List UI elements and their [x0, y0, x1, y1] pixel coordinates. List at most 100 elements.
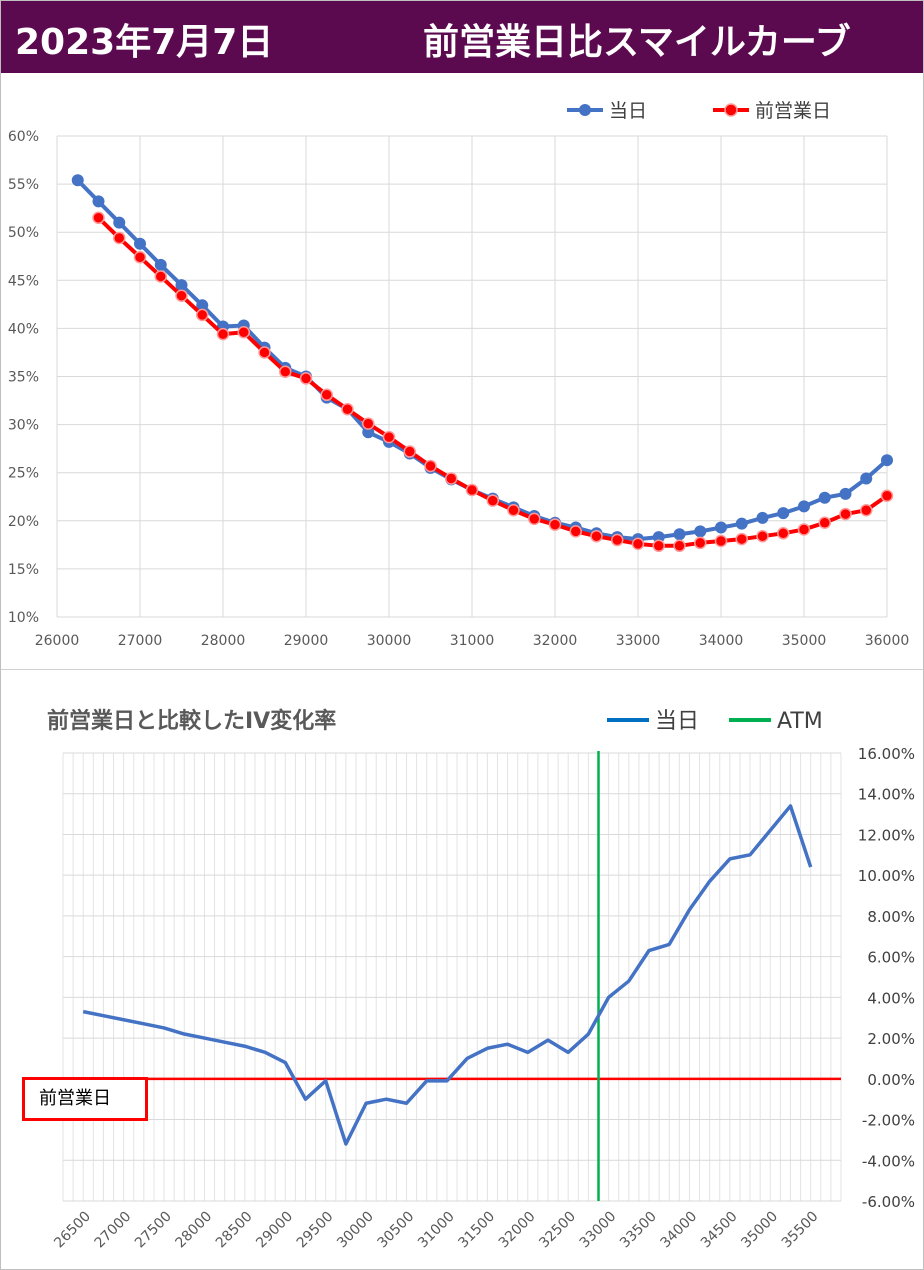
x-tick-label: 30500: [375, 1209, 418, 1252]
data-point-previous-day: [507, 503, 520, 517]
x-tick-label: 32000: [496, 1209, 539, 1252]
data-point-today: [715, 521, 727, 534]
data-point-today: [839, 487, 852, 500]
previous-day-label-box: 前営業日: [22, 1077, 148, 1121]
smile-curve-chart: 10% 15% 20% 25% 30% 35% 40% 45% 50% 55% 60% 26000 27…: [8, 100, 910, 649]
data-point-today: [175, 279, 188, 292]
y-tick-label: 30%: [8, 418, 39, 434]
y-tick-label: 0.00%: [867, 1071, 915, 1089]
data-point-previous-day: [756, 529, 769, 543]
data-point-today: [777, 507, 790, 520]
data-point-today: [798, 500, 810, 513]
data-point-today: [818, 491, 831, 504]
y-tick-label: -6.00%: [862, 1193, 915, 1211]
x-tick-label: 32500: [536, 1209, 579, 1252]
data-point-previous-day: [590, 529, 603, 543]
data-point-previous-day: [424, 459, 437, 473]
x-tick-label: 34500: [698, 1209, 741, 1252]
data-point-previous-day: [652, 539, 665, 553]
data-point-today: [154, 258, 167, 271]
data-point-previous-day: [279, 365, 292, 378]
x-tick-label: 26500: [51, 1209, 94, 1252]
y-tick-label: 10%: [8, 610, 39, 626]
data-point-today: [196, 299, 209, 312]
data-point-today: [860, 472, 873, 485]
x-tick-label: 29500: [294, 1209, 337, 1252]
data-point-previous-day: [445, 472, 458, 485]
x-tick-label: 31000: [450, 633, 495, 649]
header-title: 前営業日比スマイルカーブ: [423, 22, 851, 63]
legend-label-atm: ATM: [777, 709, 823, 734]
legend-label-today: 当日: [655, 709, 699, 734]
data-point-today: [134, 237, 146, 250]
x-tick-label: 27500: [132, 1209, 175, 1252]
iv-change-chart: 16.00% 14.00% 12.00% 10.00% 8.00% 6.00% 4.00% 2…: [51, 709, 915, 1252]
x-tick-label: 33000: [577, 1209, 620, 1252]
data-point-today: [362, 426, 375, 439]
y-tick-label: 15%: [8, 562, 39, 578]
data-point-today: [756, 511, 769, 524]
y-tick-label: 10.00%: [858, 867, 915, 885]
x-tick-label: 27000: [118, 633, 163, 649]
data-point-previous-day: [839, 507, 852, 521]
data-point-previous-day: [694, 536, 707, 550]
x-tick-label: 28000: [201, 633, 246, 649]
data-point-previous-day: [196, 308, 209, 322]
data-point-previous-day: [465, 483, 479, 497]
data-point-previous-day: [818, 516, 831, 529]
y-tick-label: 16.00%: [858, 745, 915, 763]
header-date: 2023年7月7日: [15, 22, 274, 63]
legend-marker: [579, 104, 591, 116]
data-point-today: [881, 454, 893, 467]
data-point-previous-day: [777, 527, 790, 540]
y-tick-label: 2.00%: [867, 1030, 915, 1048]
data-point-previous-day: [237, 325, 250, 339]
y-tick-label: 20%: [8, 514, 39, 530]
x-tick-label: 29000: [253, 1209, 296, 1252]
data-point-today: [694, 525, 707, 538]
data-point-previous-day: [569, 525, 582, 538]
data-point-today: [92, 195, 105, 208]
y-tick-label: 60%: [8, 129, 39, 145]
data-point-previous-day: [714, 534, 728, 548]
header-banner: 2023年7月7日 前営業日比スマイルカーブ: [1, 1, 923, 73]
legend-marker: [724, 103, 738, 117]
data-point-today: [673, 528, 686, 541]
y-tick-label: -4.00%: [862, 1152, 915, 1170]
data-point-previous-day: [735, 532, 748, 546]
y-tick-label: 14.00%: [858, 786, 915, 804]
x-tick-label: 35000: [782, 633, 827, 649]
y-tick-label: 50%: [8, 225, 39, 241]
data-point-previous-day: [92, 211, 105, 225]
x-tick-label: 26000: [35, 633, 80, 649]
x-tick-label: 33000: [616, 633, 661, 649]
data-point-today: [735, 517, 748, 530]
series-line-today: [82, 804, 813, 1146]
x-tick-label: 33500: [617, 1209, 660, 1252]
data-point-previous-day: [611, 533, 624, 547]
y-tick-label: 45%: [8, 273, 39, 289]
data-point-previous-day: [880, 489, 894, 503]
data-point-previous-day: [797, 523, 811, 536]
data-point-previous-day: [175, 289, 188, 302]
data-point-previous-day: [216, 327, 230, 341]
y-tick-label: 12.00%: [858, 826, 915, 844]
y-tick-label: 25%: [8, 466, 39, 482]
data-point-previous-day: [113, 231, 126, 245]
data-point-previous-day: [403, 445, 416, 458]
chart-divider: [1, 669, 923, 670]
y-tick-label: 35%: [8, 370, 39, 386]
x-tick-label: 27000: [92, 1209, 135, 1252]
legend-label: 当日: [609, 100, 647, 122]
y-tick-label: 6.00%: [867, 949, 915, 967]
data-point-previous-day: [382, 430, 396, 444]
data-point-previous-day: [299, 372, 313, 385]
data-point-previous-day: [631, 537, 645, 551]
data-point-today: [652, 531, 665, 544]
data-point-previous-day: [548, 518, 562, 531]
x-tick-label: 34000: [699, 633, 744, 649]
data-point-today: [113, 216, 126, 229]
x-tick-label: 36000: [865, 633, 910, 649]
data-point-previous-day: [133, 250, 147, 264]
